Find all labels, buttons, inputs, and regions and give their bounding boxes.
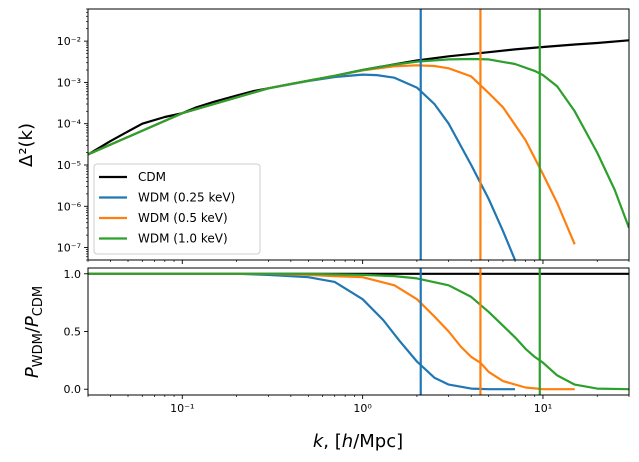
legend-label-cdm: CDM <box>138 170 166 184</box>
bottom-axes-frame <box>87 267 630 396</box>
top-y-tick-label: 10⁻⁴ <box>57 118 82 131</box>
legend-label-wdm-0-5-kev: WDM (0.5 keV) <box>138 211 228 225</box>
legend-entries: CDM WDM (0.25 keV) WDM (0.5 keV) WDM (1.0 k… <box>99 170 235 246</box>
legend-label-wdm-1-0-kev: WDM (1.0 keV) <box>138 232 228 246</box>
bottom-panel: 0.0 0.5 1.0 10⁻¹ 10⁰ 10¹ PWDM/PCDM k, [h/Mpc… <box>22 267 630 452</box>
top-y-ticks: 10⁻⁷ 10⁻⁶ 10⁻⁵ 10⁻⁴ 10⁻³ 10⁻² <box>57 8 88 261</box>
bottom-x-axis-label: k, [h/Mpc] <box>313 431 403 452</box>
x-tick-label: 10⁻¹ <box>170 402 194 415</box>
top-y-tick-label: 10⁻⁵ <box>57 159 81 172</box>
bottom-y-tick-label: 1.0 <box>64 268 82 281</box>
top-axes-frame <box>87 8 630 261</box>
top-y-tick-label: 10⁻² <box>57 35 81 48</box>
bottom-y-axis-label: PWDM/PCDM <box>22 286 46 378</box>
x-tick-label: 10¹ <box>534 402 552 415</box>
top-y-tick-label: 10⁻⁷ <box>57 242 81 255</box>
bottom-y-ticks: 0.0 0.5 1.0 <box>64 268 88 396</box>
bottom-series-group <box>88 272 629 391</box>
bottom-series-wdm-0-25-kev <box>88 272 515 391</box>
top-y-axis-label: Δ²(k) <box>16 123 37 167</box>
bottom-y-tick-label: 0.5 <box>64 326 82 339</box>
top-series-group <box>88 39 629 260</box>
top-series-cdm <box>88 39 629 156</box>
bottom-x-ticks: 10⁻¹ 10⁰ 10¹ <box>87 395 630 415</box>
legend-frame <box>93 163 261 255</box>
bottom-y-tick-label: 0.0 <box>64 383 82 396</box>
bottom-vlines-group <box>419 268 541 395</box>
top-y-tick-label: 10⁻⁶ <box>57 200 82 213</box>
top-vlines-group <box>419 9 541 260</box>
top-y-tick-label: 10⁻³ <box>57 76 81 89</box>
top-series-wdm-1-0-kev <box>88 57 629 229</box>
top-x-ticks <box>87 260 630 264</box>
bottom-series-wdm-1-0-kev <box>88 272 629 391</box>
x-tick-label: 10⁰ <box>353 402 372 415</box>
top-panel: 10⁻⁷ 10⁻⁶ 10⁻⁵ 10⁻⁴ 10⁻³ 10⁻² Δ²(k) CDM WDM (0… <box>16 8 630 264</box>
legend: CDM WDM (0.25 keV) WDM (0.5 keV) WDM (1.0 k… <box>93 163 261 255</box>
legend-label-wdm-0-25-kev: WDM (0.25 keV) <box>138 191 235 205</box>
bottom-series-wdm-0-5-kev <box>88 272 575 391</box>
